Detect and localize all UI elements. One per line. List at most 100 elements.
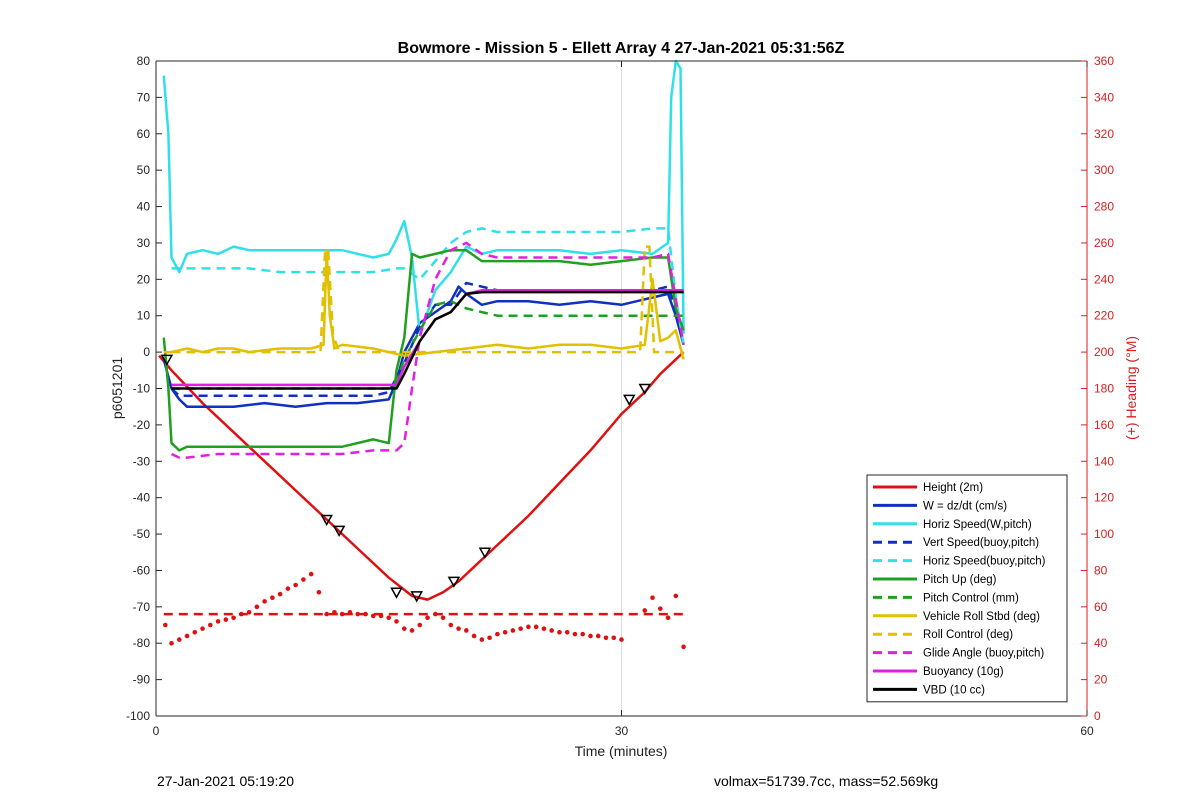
heading-point	[495, 631, 500, 637]
heading-point	[409, 628, 415, 633]
y2-tick-label: 340	[1094, 90, 1114, 104]
y2-tick-label: 240	[1094, 272, 1114, 286]
chart-title: Bowmore - Mission 5 - Ellett Array 4 27-…	[398, 40, 845, 57]
heading-point	[526, 624, 531, 630]
heading-point	[378, 613, 384, 619]
heading-point	[456, 626, 461, 631]
horiz-speed-buoy-pitch-line	[171, 227, 685, 346]
y2-tick-label: 20	[1094, 673, 1108, 687]
y-tick-label: -30	[133, 454, 151, 468]
heading-point	[215, 619, 221, 624]
roll-control-deg-line	[171, 245, 684, 354]
heading-point	[572, 631, 578, 637]
heading-point	[681, 644, 686, 650]
legend-label: Horiz Speed(buoy,pitch)	[923, 556, 1046, 568]
x-tick-label: 0	[153, 724, 160, 738]
heading-point	[239, 611, 244, 617]
glide-angle-buoy-pitch-line	[170, 241, 685, 459]
heading-point	[192, 630, 198, 635]
y2-tick-label: 0	[1094, 709, 1101, 723]
heading-point	[277, 591, 283, 597]
heading-point	[673, 593, 679, 599]
y-tick-label: 10	[137, 309, 151, 323]
heading-point	[541, 626, 547, 631]
heading-point	[184, 633, 190, 639]
heading-point	[262, 599, 267, 604]
waypoint-marker	[410, 591, 423, 603]
heading-point	[200, 626, 205, 631]
y-tick-label: 0	[143, 345, 150, 359]
heading-point	[285, 586, 291, 591]
heading-point	[208, 622, 213, 628]
height-2m-line	[158, 351, 685, 601]
y-tick-label: -40	[133, 491, 151, 505]
y2-tick-label: 260	[1094, 236, 1114, 250]
pitch-up-deg-line	[162, 248, 685, 452]
y-axis-label: p6051201	[109, 357, 125, 420]
heading-point	[301, 577, 306, 582]
heading-point	[471, 633, 477, 639]
heading-point	[433, 611, 438, 617]
y2-axis-label: (+) Heading (°M)	[1123, 336, 1139, 440]
waypoint-marker	[390, 587, 403, 599]
x-tick-label: 30	[615, 724, 629, 738]
heading-point	[580, 631, 586, 637]
y2-tick-label: 100	[1094, 527, 1114, 541]
heading-point	[169, 640, 174, 646]
legend-label: Glide Angle (buoy,pitch)	[923, 648, 1044, 660]
y2-tick-label: 160	[1094, 418, 1114, 432]
legend-box	[866, 474, 1068, 703]
heading-point	[464, 628, 469, 633]
y2-tick-label: 300	[1094, 163, 1114, 177]
heading-point	[619, 637, 624, 642]
footer-volmax-mass: volmax=51739.7cc, mass=52.569kg	[714, 773, 939, 789]
legend-label: Height (2m)	[923, 482, 983, 494]
y-tick-label: -90	[133, 673, 151, 687]
heading-point	[332, 609, 337, 615]
heading-point	[394, 619, 399, 624]
heading-point	[642, 608, 648, 613]
legend-label: Pitch Up (deg)	[923, 574, 997, 586]
y2-tick-label: 360	[1094, 54, 1114, 68]
heading-point	[603, 635, 609, 641]
heading-point	[425, 615, 430, 621]
heading-point	[316, 589, 322, 595]
heading-point	[657, 606, 663, 611]
heading-point	[417, 622, 423, 628]
y2-tick-label: 320	[1094, 127, 1114, 141]
heading-point	[370, 613, 376, 619]
vehicle-roll-stbd-deg-line	[163, 248, 685, 360]
heading-point	[223, 617, 229, 622]
y-tick-label: -80	[133, 636, 151, 650]
heading-point	[448, 622, 454, 628]
y-tick-label: 70	[137, 90, 151, 104]
heading-point	[479, 637, 485, 642]
legend-label: Buoyancy (10g)	[923, 666, 1004, 678]
heading-point	[231, 615, 236, 621]
heading-point	[518, 626, 523, 631]
series-layer	[158, 59, 686, 650]
waypoint-marker	[447, 576, 461, 588]
heading-point	[588, 633, 593, 639]
y-tick-label: 30	[137, 236, 151, 250]
y2-tick-label: 280	[1094, 200, 1114, 214]
y-tick-label: -50	[133, 527, 151, 541]
heading-point	[440, 615, 446, 621]
legend-label: Horiz Speed(W,pitch)	[923, 519, 1032, 531]
legend-label: Pitch Control (mm)	[923, 592, 1019, 604]
y2-tick-label: 40	[1094, 636, 1108, 650]
heading-point	[564, 630, 570, 635]
heading-point	[163, 622, 168, 628]
legend-label: Roll Control (deg)	[923, 629, 1013, 641]
waypoint-marker	[160, 354, 174, 366]
y-tick-label: -70	[133, 600, 151, 614]
heading-point	[487, 635, 492, 641]
axes-layer: 0 30 6080706050403020100-10-20-30-40-50-60…	[126, 54, 1114, 738]
heading-point	[347, 609, 353, 615]
heading-point	[502, 630, 508, 635]
y-tick-label: -10	[133, 382, 151, 396]
heading-point	[595, 633, 601, 639]
waypoint-marker	[332, 525, 346, 537]
waypoint-marker	[478, 547, 492, 559]
